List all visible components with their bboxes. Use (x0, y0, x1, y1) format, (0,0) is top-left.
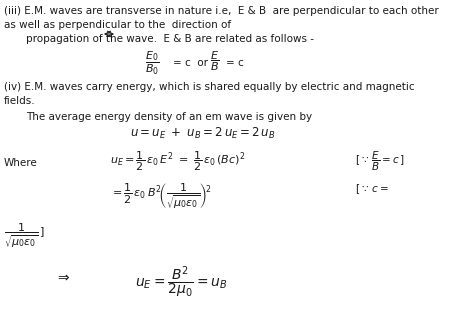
Text: The average energy density of an em wave is given by: The average energy density of an em wave… (26, 112, 312, 122)
Text: Where: Where (4, 158, 38, 168)
Text: $\dfrac{1}{\sqrt{\mu_0\varepsilon_0}}\,]$: $\dfrac{1}{\sqrt{\mu_0\varepsilon_0}}\,]… (4, 222, 45, 250)
Text: (iv) E.M. waves carry energy, which is shared equally by electric and magnetic: (iv) E.M. waves carry energy, which is s… (4, 82, 415, 92)
Text: $\Rightarrow$: $\Rightarrow$ (55, 270, 71, 284)
Text: $[\because\, c =$: $[\because\, c =$ (355, 182, 389, 196)
Text: $u_E = \dfrac{1}{2}\,\varepsilon_0\, E^2 \ = \ \dfrac{1}{2}\,\varepsilon_0\, (Bc: $u_E = \dfrac{1}{2}\,\varepsilon_0\, E^2… (110, 150, 245, 173)
Text: $u_E = \dfrac{B^2}{2\mu_0} = u_B$: $u_E = \dfrac{B^2}{2\mu_0} = u_B$ (135, 264, 227, 300)
Text: $u = u_E \ + \ u_B = 2\, u_E = 2\, u_B$: $u = u_E \ + \ u_B = 2\, u_E = 2\, u_B$ (130, 126, 275, 141)
Text: as well as perpendicular to the  direction of: as well as perpendicular to the directio… (4, 20, 231, 30)
Text: fields.: fields. (4, 96, 36, 106)
Text: $= \dfrac{1}{2}\,\varepsilon_0\, B^2\!\left(\dfrac{1}{\sqrt{\mu_0\varepsilon_0}}: $= \dfrac{1}{2}\,\varepsilon_0\, B^2\!\l… (110, 182, 212, 211)
Text: propagation of the wave.  E & B are related as follows -: propagation of the wave. E & B are relat… (26, 34, 314, 44)
Text: = c: = c (226, 58, 244, 68)
Text: $\dfrac{E_0}{B_0}$: $\dfrac{E_0}{B_0}$ (145, 50, 160, 77)
Text: = c  or: = c or (173, 58, 208, 68)
Text: $\dfrac{E}{B}$: $\dfrac{E}{B}$ (210, 50, 219, 74)
Text: $[\because\,\dfrac{E}{B} = c\,]$: $[\because\,\dfrac{E}{B} = c\,]$ (355, 150, 405, 173)
Text: (iii) E.M. waves are transverse in nature i.e,  E & B  are perpendicular to each: (iii) E.M. waves are transverse in natur… (4, 6, 439, 16)
